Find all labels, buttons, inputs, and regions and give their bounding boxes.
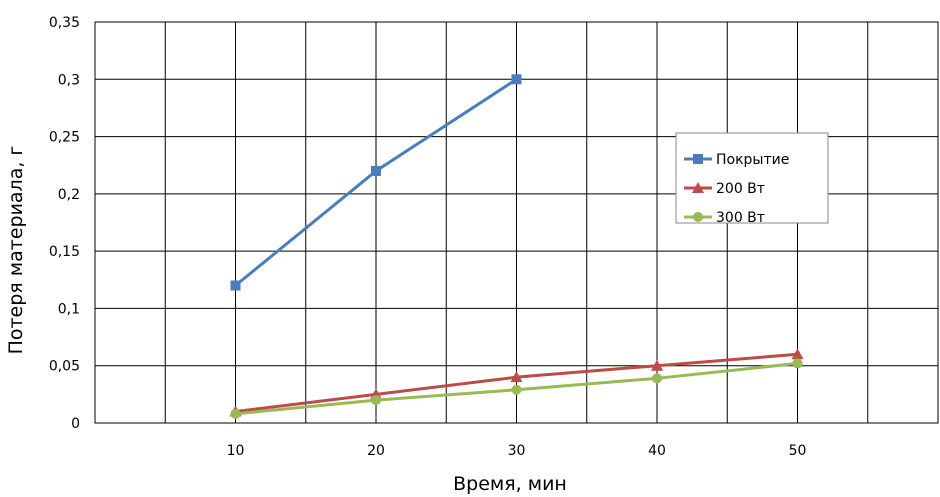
data-point [371, 165, 381, 176]
legend-marker [693, 212, 703, 222]
data-point [791, 348, 804, 360]
x-tick-label: 40 [648, 443, 666, 459]
legend-marker [693, 154, 703, 164]
y-tick-label: 0,35 [49, 15, 80, 31]
y-axis-title: Потеря материала, г [5, 146, 27, 355]
data-point [371, 395, 381, 406]
y-tick-label: 0,3 [58, 72, 80, 88]
legend-item: Покрытие [684, 152, 789, 168]
series-1 [230, 74, 522, 291]
data-point [510, 371, 523, 383]
data-point [230, 280, 241, 291]
tick-labels: 0 0,05 0,1 0,15 0,2 0,25 0,3 0,35 10 20 30 40 50 [49, 15, 807, 459]
legend: Покрытие 200 Вт 300 Вт [675, 132, 829, 226]
data-point [651, 359, 663, 371]
data-point [792, 358, 803, 369]
legend-item: 200 Вт [684, 181, 765, 197]
x-tick-label: 10 [227, 443, 245, 459]
x-tick-label: 50 [789, 443, 807, 459]
legend-label: Покрытие [716, 152, 789, 168]
y-tick-label: 0,15 [49, 244, 80, 260]
plot-border [94, 21, 939, 424]
legend-item: 300 Вт [684, 210, 765, 226]
y-tick-label: 0,25 [49, 130, 80, 146]
y-tick-label: 0,1 [58, 301, 80, 317]
legend-label: 200 Вт [716, 181, 765, 197]
data-point [652, 373, 662, 384]
x-tick-label: 20 [367, 443, 385, 459]
legend-label: 300 Вт [716, 210, 765, 226]
series-layer [229, 74, 804, 419]
y-tick-label: 0,2 [58, 187, 80, 203]
series-3 [230, 358, 803, 419]
y-tick-label: 0 [71, 416, 80, 432]
x-tick-label: 30 [508, 443, 526, 459]
legend-marker [692, 182, 704, 193]
data-point [230, 408, 241, 419]
x-axis-title: Время, мин [453, 473, 567, 495]
y-tick-label: 0,05 [49, 359, 80, 375]
legend-box [675, 132, 829, 224]
data-point [511, 74, 522, 85]
data-point [511, 384, 522, 395]
